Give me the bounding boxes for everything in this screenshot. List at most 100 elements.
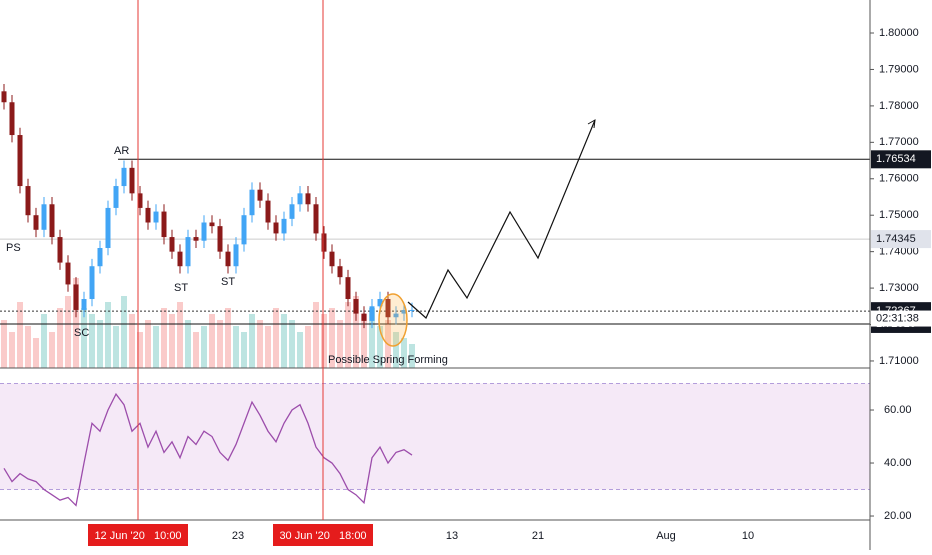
time-label-box [88,524,188,546]
candle-body [137,193,143,208]
candle-body [73,284,79,310]
volume-bar [265,326,271,368]
candle-body [377,299,383,307]
candle-body [393,313,399,318]
volume-bar [241,332,247,368]
volume-bar [33,338,39,368]
rsi-tick-label: 60.00 [884,404,912,416]
volume-bar [233,326,239,368]
candle-body [81,299,87,310]
candle-body [241,215,247,245]
candle-body [145,207,151,223]
volume-bar [249,314,255,368]
candle-body [313,204,319,234]
candle-body [169,237,175,252]
time-label-box [273,524,373,546]
candle-body [265,200,271,223]
annotation: AR [114,145,129,157]
rsi-line [3,392,413,507]
candle-body [297,193,303,205]
volume-bar [121,296,127,368]
candle-body [321,233,327,252]
candle-body [329,251,335,267]
candle-body [401,309,407,314]
annotation: ST [221,276,235,288]
volume-bar [353,296,359,368]
countdown-box [871,310,931,327]
candle-body [177,251,183,267]
volume-bar [145,320,151,368]
volume-bar [105,302,111,368]
candle-body [25,186,31,216]
candle-body [153,211,159,223]
volume-bar [169,314,175,368]
candle-body [409,309,415,311]
candle-body [185,237,191,267]
candle-body [361,313,367,321]
volume-bar [25,326,31,368]
spring-highlight [378,293,408,347]
volume-bar [329,308,335,368]
volume-bar [217,320,223,368]
candle-body [121,167,127,187]
volume-bar [305,326,311,368]
y-tick-label: 1.73000 [879,282,919,294]
candle-body [201,222,207,241]
candle-body [129,167,135,194]
candle-body [337,266,343,278]
volume-bar [177,302,183,368]
candle-body [49,204,55,238]
annotations: AR PS SC ST ST Possible Spring Forming [6,145,448,366]
candle-body [41,204,47,230]
volume-bar [9,332,15,368]
candle-body [369,306,375,321]
volume-bar [401,338,407,368]
level-label: 1.74345 [876,233,916,245]
candle-body [385,299,391,318]
volume-bar [137,332,143,368]
volume-bar [193,332,199,368]
projection-path [407,119,596,319]
candle-body [97,248,103,267]
y-tick-label: 1.76000 [879,173,919,185]
volume-bar [321,314,327,368]
projection-arrowhead [587,119,596,129]
level-label-box [871,230,931,249]
x-tick-label: 13 [446,530,458,542]
candle-body [257,189,263,201]
candle-body [209,222,215,227]
level-label: 1.76534 [876,153,916,165]
rsi-tick-label: 40.00 [884,457,912,469]
candle-body [161,211,167,238]
candle-body [17,135,23,187]
candle-body [249,189,255,216]
candle-body [57,237,63,263]
y-tick-label: 1.71000 [879,355,919,367]
volume-bar [57,308,63,368]
volume-bar [337,320,343,368]
volume-bar [313,302,319,368]
volume-bar [97,320,103,368]
volume-bar [185,320,191,368]
candle-body [289,204,295,219]
volume-bar [49,332,55,368]
y-tick-label: 1.74000 [879,246,919,258]
volume-bar [257,320,263,368]
volume-bar [153,326,159,368]
candle-body [353,299,359,314]
candle-body [105,207,111,249]
candle-body [9,102,15,136]
candle-body [233,244,239,267]
volume-bar [81,308,87,368]
volume-bar [345,302,351,368]
y-tick-label: 1.75000 [879,209,919,221]
candle-body [281,218,287,234]
volume-bar [225,308,231,368]
volume-bar [65,296,71,368]
x-tick-label: 21 [532,530,544,542]
volume-bar [361,314,367,368]
candle-body [217,226,223,252]
y-tick-label: 1.79000 [879,63,919,75]
level-label-box [871,150,931,169]
candle-body [345,277,351,300]
